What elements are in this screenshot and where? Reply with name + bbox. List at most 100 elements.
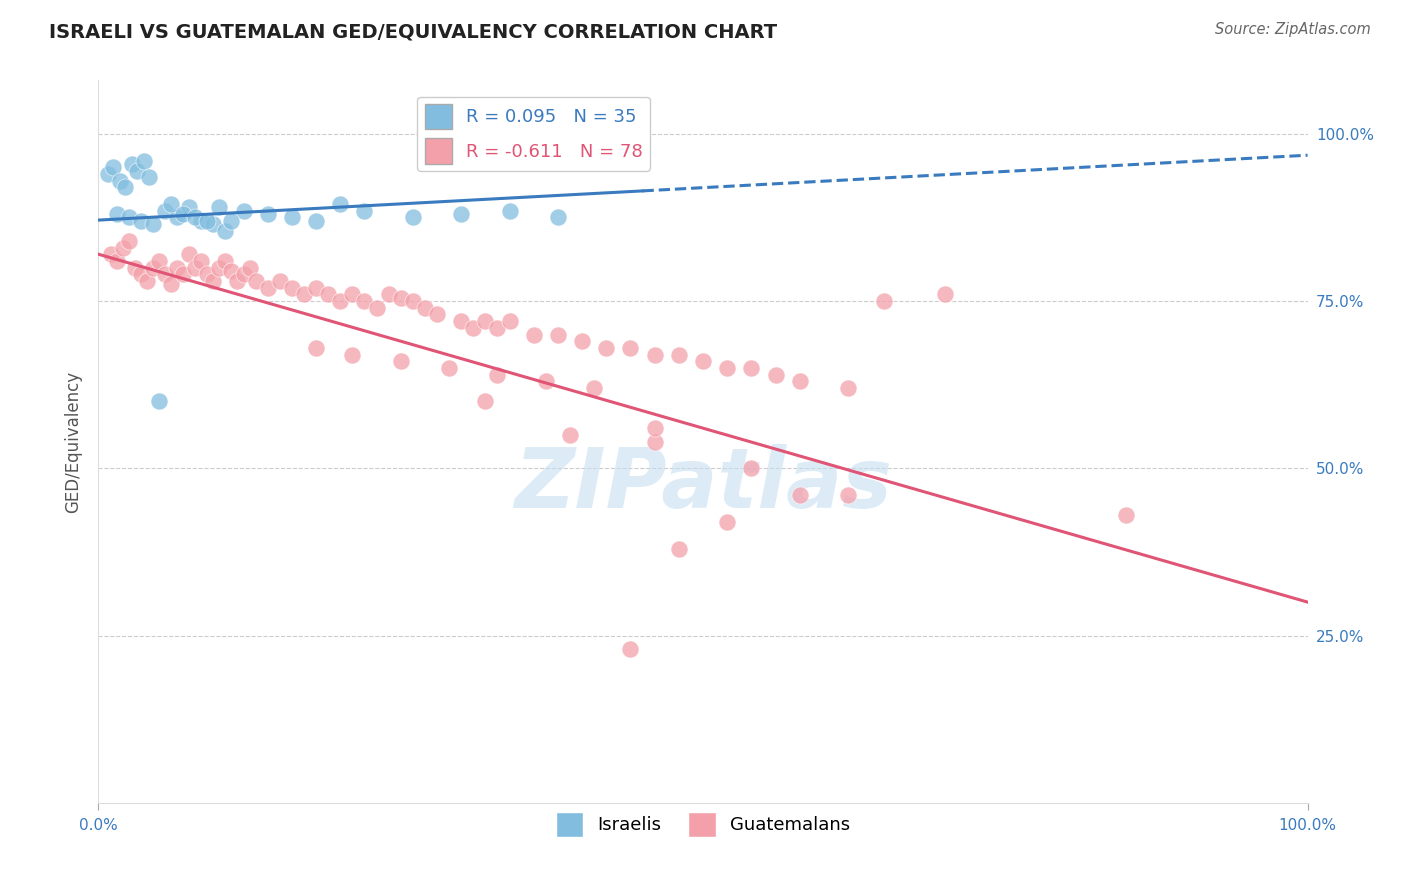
Point (184, 260, 207, 275)
Point (208, 260, 231, 275)
Point (221, 264, 243, 278)
Point (437, 361, 460, 376)
Point (226, 274, 249, 288)
Text: ISRAELI VS GUATEMALAN GED/EQUIVALENCY CORRELATION CHART: ISRAELI VS GUATEMALAN GED/EQUIVALENCY CO… (49, 22, 778, 41)
Point (214, 254, 236, 268)
Point (305, 214, 328, 228)
Point (668, 541, 690, 556)
Point (124, 260, 146, 275)
Point (342, 287, 364, 301)
Point (202, 217, 225, 231)
Point (789, 488, 811, 502)
Point (305, 281, 328, 295)
Point (329, 294, 352, 309)
Point (190, 214, 212, 228)
Point (716, 515, 738, 529)
Point (118, 211, 141, 225)
Point (389, 291, 412, 305)
Point (353, 294, 375, 309)
Point (644, 421, 666, 435)
Point (316, 287, 339, 301)
Point (148, 254, 170, 268)
Point (172, 207, 194, 221)
Point (450, 314, 472, 328)
Point (195, 214, 218, 228)
Point (668, 348, 690, 362)
Point (498, 203, 520, 218)
Point (208, 201, 231, 215)
Point (195, 268, 218, 282)
Point (202, 274, 225, 288)
Point (184, 211, 207, 225)
Point (873, 294, 896, 309)
Point (111, 241, 134, 255)
Text: ZIPatlas: ZIPatlas (515, 444, 891, 525)
Point (232, 268, 254, 282)
Point (740, 361, 762, 376)
Y-axis label: GED/Equivalency: GED/Equivalency (65, 370, 83, 513)
Point (256, 281, 278, 295)
Point (547, 211, 569, 225)
Legend: Israelis, Guatemalans: Israelis, Guatemalans (548, 805, 858, 845)
Point (474, 314, 496, 328)
Point (129, 268, 152, 282)
Point (190, 254, 212, 268)
Point (166, 211, 188, 225)
Point (740, 461, 762, 475)
Point (153, 203, 176, 218)
Point (619, 642, 641, 657)
Point (789, 375, 811, 389)
Point (114, 180, 136, 194)
Point (281, 281, 304, 295)
Point (292, 287, 315, 301)
Point (245, 274, 267, 288)
Point (160, 197, 183, 211)
Point (595, 341, 617, 355)
Point (486, 368, 509, 382)
Point (101, 161, 124, 175)
Point (644, 348, 666, 362)
Point (583, 381, 606, 395)
Point (121, 157, 143, 171)
Point (221, 214, 243, 228)
Text: Source: ZipAtlas.com: Source: ZipAtlas.com (1215, 22, 1371, 37)
Point (547, 327, 569, 342)
Point (377, 287, 399, 301)
Point (402, 294, 425, 309)
Point (692, 354, 714, 368)
Point (402, 211, 425, 225)
Point (166, 260, 188, 275)
Point (153, 268, 176, 282)
Point (329, 197, 352, 211)
Point (127, 163, 149, 178)
Point (463, 321, 485, 335)
Point (100, 247, 122, 261)
Point (232, 203, 254, 218)
Point (619, 341, 641, 355)
Point (108, 173, 131, 188)
Point (160, 277, 183, 292)
Point (105, 207, 128, 221)
Point (837, 381, 859, 395)
Point (934, 287, 956, 301)
Point (118, 234, 141, 248)
Point (837, 488, 859, 502)
Point (765, 368, 787, 382)
Point (523, 327, 546, 342)
Point (179, 201, 201, 215)
Point (486, 321, 509, 335)
Point (281, 211, 304, 225)
Point (558, 427, 581, 442)
Point (179, 247, 201, 261)
Point (366, 301, 388, 315)
Point (239, 260, 262, 275)
Point (353, 203, 375, 218)
Point (498, 314, 520, 328)
Point (716, 361, 738, 376)
Point (97, 167, 120, 181)
Point (644, 434, 666, 449)
Point (571, 334, 593, 349)
Point (269, 274, 291, 288)
Point (129, 214, 152, 228)
Point (1115, 508, 1137, 523)
